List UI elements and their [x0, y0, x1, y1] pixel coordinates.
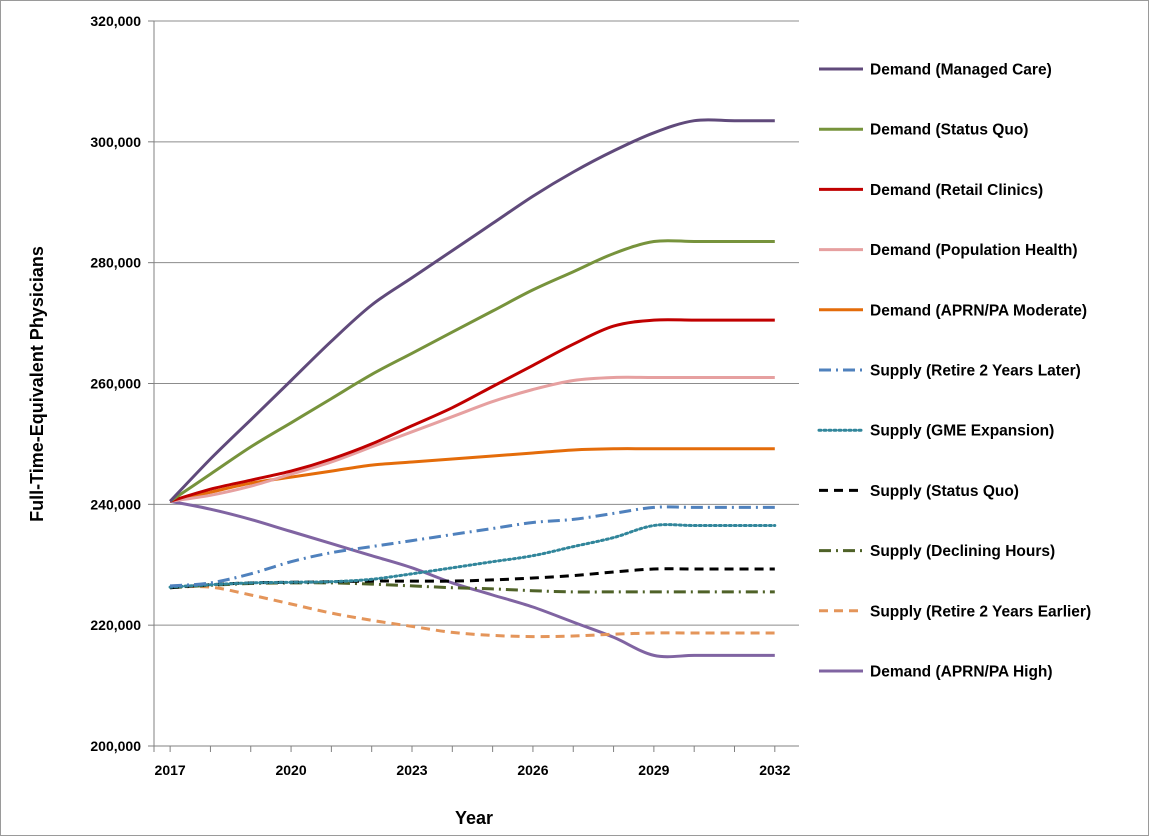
series-line — [168, 523, 777, 589]
legend-label: Supply (GME Expansion) — [870, 423, 1054, 440]
series-line — [169, 505, 775, 588]
y-axis-title: Full-Time-Equivalent Physicians — [27, 246, 47, 522]
y-tick-label: 320,000 — [90, 13, 141, 29]
series-line — [169, 318, 775, 503]
x-tick-label: 2023 — [396, 762, 427, 778]
series-line — [169, 567, 775, 590]
y-tick-label: 260,000 — [90, 376, 141, 392]
series-line — [169, 118, 775, 503]
y-tick-label: 200,000 — [90, 738, 141, 754]
legend-label: Demand (Managed Care) — [870, 62, 1052, 79]
legend-label: Supply (Status Quo) — [870, 483, 1019, 500]
y-tick-labels: 200,000 220,000 240,000 260,000 280,000 300,0… — [90, 13, 141, 754]
series-line — [169, 239, 775, 503]
x-tick-label: 2032 — [759, 762, 790, 778]
legend-label: Demand (Population Health) — [870, 242, 1078, 259]
x-axis-title: Year — [455, 808, 493, 828]
y-tick-label: 220,000 — [90, 617, 141, 633]
y-tick-label: 280,000 — [90, 255, 141, 271]
legend-label: Supply (Retire 2 Years Earlier) — [870, 603, 1091, 620]
gridlines — [148, 20, 799, 747]
axes — [153, 21, 799, 752]
legend-label: Demand (Status Quo) — [870, 122, 1028, 139]
series-lines — [168, 118, 777, 659]
x-tick-label: 2026 — [517, 762, 548, 778]
series-line — [169, 375, 775, 503]
legend-label: Demand (Retail Clinics) — [870, 182, 1043, 199]
x-tick-label: 2017 — [155, 762, 186, 778]
series-line — [169, 447, 775, 503]
x-tick-label: 2020 — [275, 762, 306, 778]
legend-label: Supply (Declining Hours) — [870, 543, 1055, 560]
legend: Demand (Managed Care) Demand (Status Quo)… — [817, 62, 1091, 681]
y-tick-label: 240,000 — [90, 496, 141, 512]
series-line — [169, 499, 775, 659]
series-line — [170, 585, 775, 639]
y-tick-label: 300,000 — [90, 134, 141, 150]
x-tick-labels: 2017 2020 2023 2026 2029 2032 — [155, 762, 791, 778]
legend-label: Demand (APRN/PA High) — [870, 664, 1053, 681]
x-tick-label: 2029 — [638, 762, 669, 778]
legend-label: Demand (APRN/PA Moderate) — [870, 302, 1087, 319]
legend-label: Supply (Retire 2 Years Later) — [870, 363, 1081, 380]
